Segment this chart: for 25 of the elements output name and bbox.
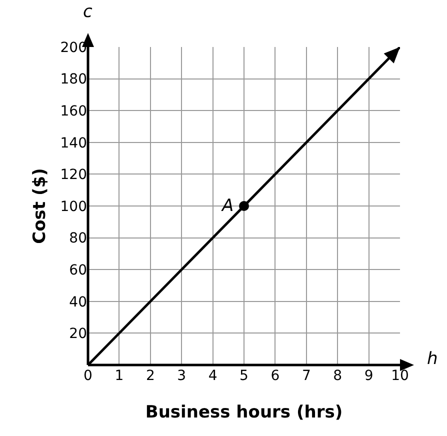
y-tick-label: 120 [60,167,87,184]
x-tick-label: 2 [146,368,155,384]
y-tick-label: 80 [69,230,87,247]
x-tick-label: 4 [208,368,218,384]
x-tick-label: 5 [240,368,248,384]
text: h [427,349,438,369]
y-tick-label: 100 [60,198,87,215]
x-axis-title: Business hours (hrs) [145,402,343,422]
annotation: A [221,196,234,216]
y-axis-title: Cost ($) [30,168,50,244]
text: c [83,2,93,22]
x-tick-label: 1 [114,368,124,384]
y-tick-label: 160 [60,104,87,120]
x-tick-label: 3 [177,368,186,384]
x-tick-label: 9 [364,368,374,384]
x-tick-label: 10 [391,368,409,384]
y-tick-label: 40 [69,294,87,310]
y-tick-label: 180 [60,72,87,88]
x-tick-label: 6 [270,368,280,384]
y-tick-label: 60 [69,262,87,278]
x-tick-label: 0 [84,368,92,384]
y-tick-label: 140 [60,135,87,152]
x-tick-label: 7 [302,368,311,384]
x-tick-label: 8 [333,368,342,384]
y-tick-label: 20 [69,326,87,342]
